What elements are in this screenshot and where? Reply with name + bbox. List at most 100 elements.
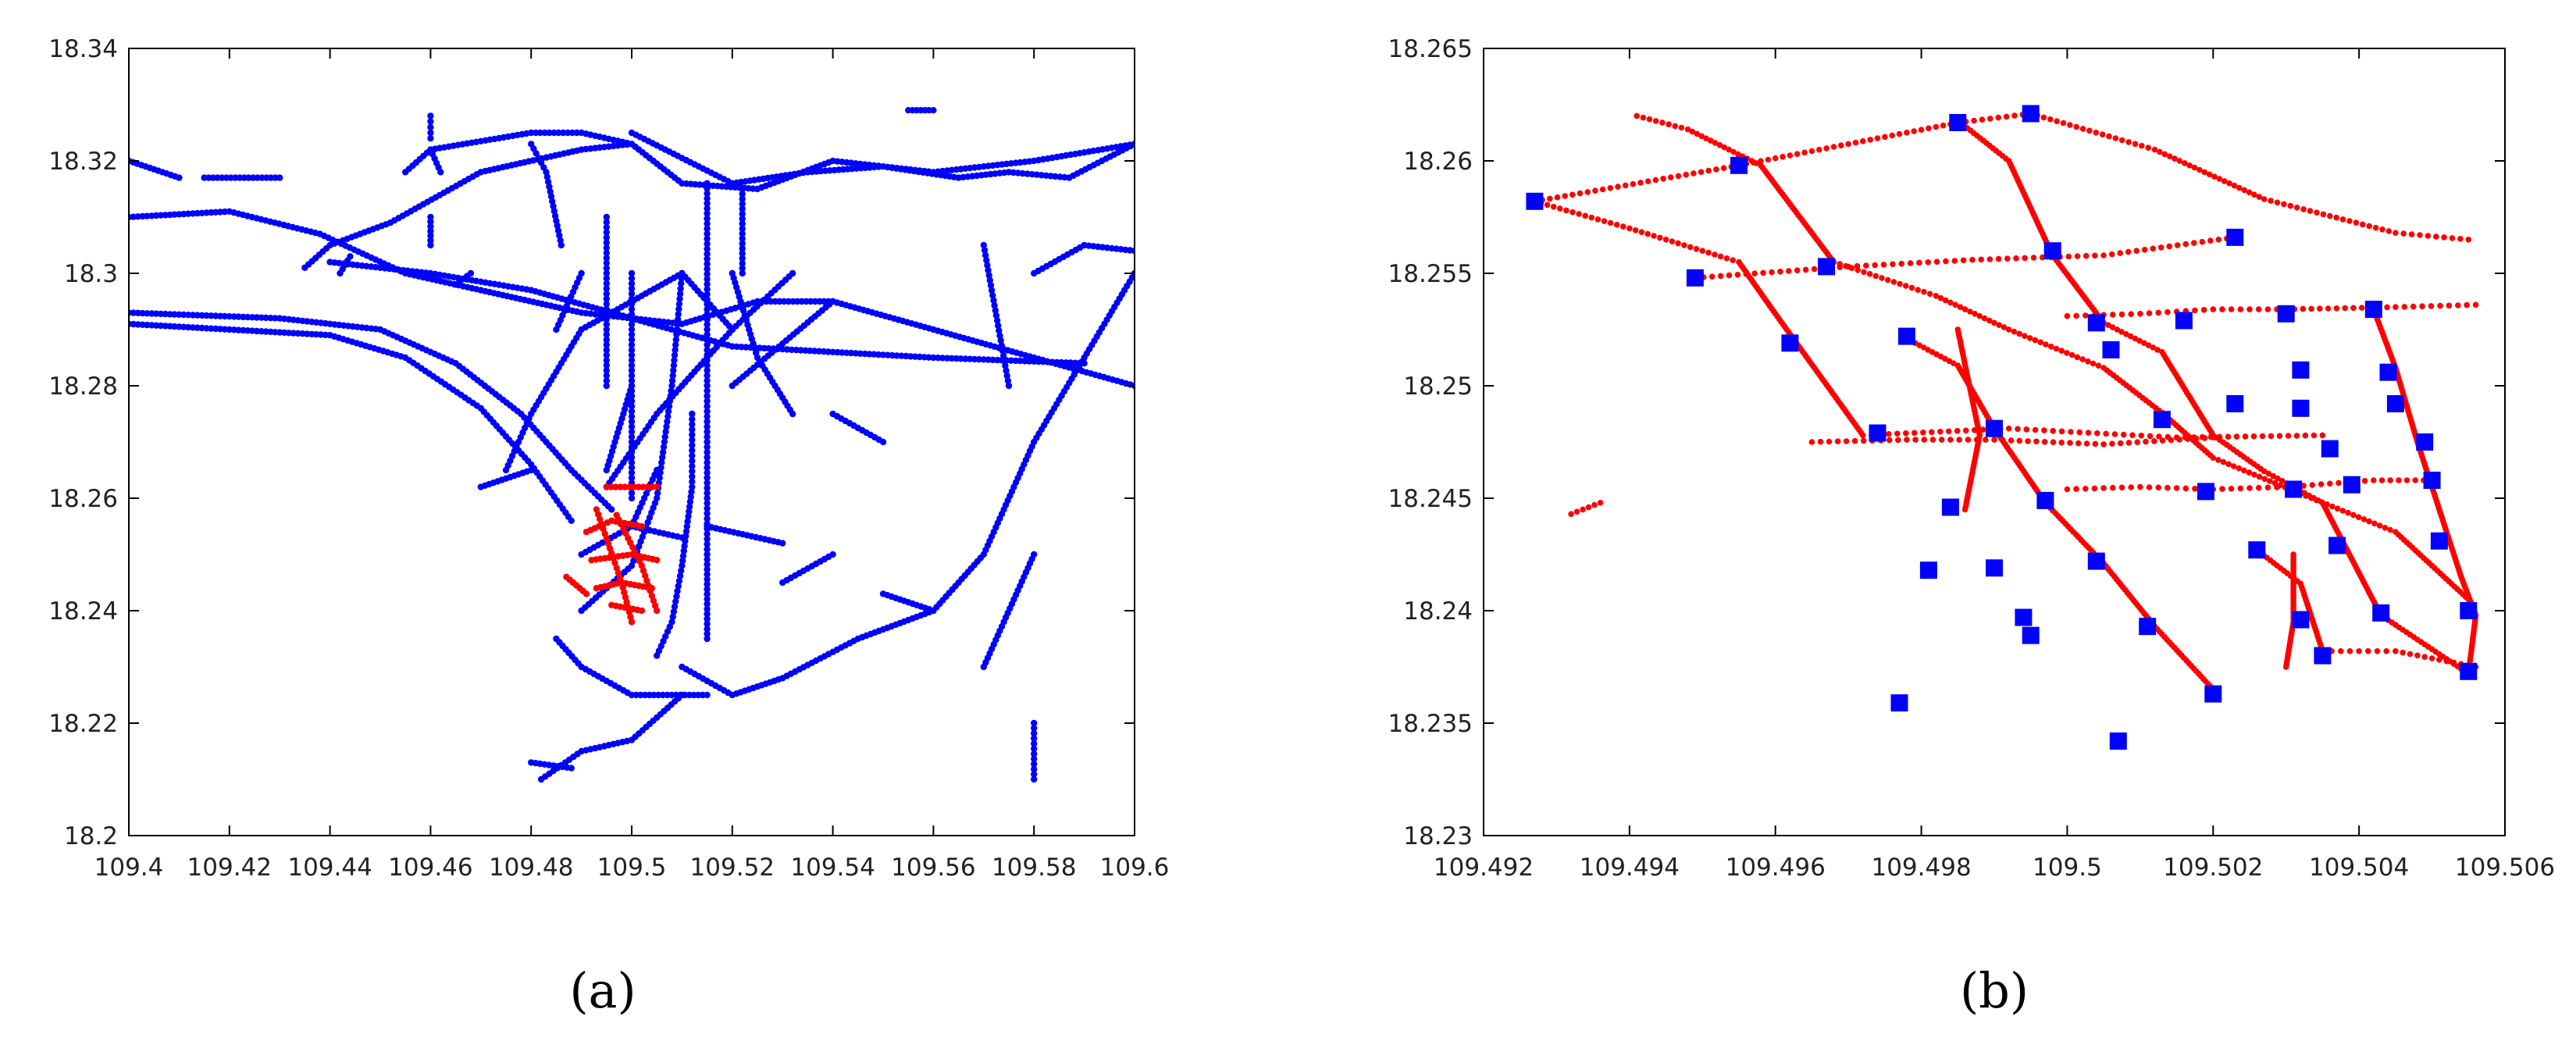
data-point (704, 484, 711, 492)
data-point (1978, 256, 1984, 263)
data-point (543, 173, 550, 180)
data-point (628, 448, 636, 456)
data-point (1933, 123, 1940, 130)
data-point (670, 608, 678, 615)
data-point (560, 129, 567, 137)
data-point (235, 326, 242, 333)
data-point (1895, 437, 1901, 444)
data-point (2060, 119, 2067, 127)
data-point (603, 315, 610, 323)
data-point (2346, 218, 2353, 224)
data-point (2033, 438, 2040, 445)
data-point (1921, 437, 1928, 443)
data-point (1019, 169, 1027, 177)
data-point (2125, 440, 2132, 446)
data-point (427, 232, 434, 240)
data-point (1026, 358, 1033, 365)
data-point (2334, 505, 2341, 512)
data-point (2387, 477, 2393, 483)
data-point (2109, 440, 2115, 447)
data-point (555, 129, 562, 137)
data-point (1947, 437, 1954, 443)
data-point (2210, 454, 2217, 461)
data-point (558, 241, 565, 249)
data-point (2151, 146, 2158, 153)
data-point (679, 663, 686, 671)
data-point (2075, 440, 2082, 447)
data-point (2125, 139, 2132, 145)
square-marker (2248, 541, 2266, 559)
data-point (212, 209, 219, 216)
data-point (993, 317, 1001, 324)
data-point (2237, 485, 2244, 492)
data-point (2054, 118, 2060, 124)
data-point (1921, 288, 1927, 295)
data-point (1979, 116, 1986, 123)
data-point (674, 321, 681, 328)
data-point (2137, 311, 2143, 317)
square-marker (1818, 258, 1836, 276)
data-point (262, 314, 269, 322)
data-point (1938, 437, 1945, 443)
square-marker (2423, 472, 2441, 489)
data-point (628, 326, 636, 333)
data-point (650, 597, 657, 604)
data-point (276, 329, 283, 336)
data-point (2339, 508, 2346, 514)
data-point (1708, 137, 1714, 144)
data-point (839, 349, 846, 356)
data-point (1787, 152, 1794, 159)
square-marker (2292, 361, 2310, 379)
square-marker (2292, 611, 2310, 629)
data-point (689, 431, 696, 438)
data-point (285, 330, 293, 337)
data-point (2099, 131, 2106, 137)
data-point (704, 596, 711, 603)
data-point (2191, 240, 2197, 246)
data-point (1660, 176, 1666, 182)
data-point (2005, 425, 2012, 432)
data-point (176, 323, 183, 330)
data-point (603, 377, 610, 384)
data-point (704, 255, 711, 262)
x-tick-label: 109.4 (94, 854, 164, 882)
data-point (1067, 359, 1074, 366)
data-point (704, 626, 711, 633)
data-point (1916, 259, 1922, 266)
data-point (2164, 484, 2171, 491)
data-point (2003, 113, 2010, 120)
data-point (467, 269, 475, 277)
data-point (2219, 306, 2225, 312)
data-point (2265, 470, 2272, 477)
data-point (2112, 135, 2119, 141)
square-marker (1949, 114, 1967, 131)
data-point (2246, 485, 2253, 491)
data-point (1007, 357, 1015, 364)
data-point (739, 230, 746, 237)
data-point (2064, 486, 2071, 493)
data-point (829, 551, 836, 558)
data-point (1929, 437, 1936, 443)
data-point (2353, 219, 2360, 226)
data-point (1591, 501, 1598, 508)
data-point (628, 291, 636, 298)
data-point (925, 354, 932, 361)
data-point (1854, 262, 1861, 269)
y-tick-label: 18.26 (1403, 148, 1473, 176)
data-point (2192, 486, 2198, 492)
data-point (1031, 755, 1038, 762)
data-point (2350, 512, 2357, 519)
data-point (739, 191, 746, 198)
data-point (2246, 469, 2253, 476)
data-point (2242, 433, 2249, 440)
data-point (628, 377, 636, 384)
square-marker (2292, 399, 2310, 417)
data-point (2301, 490, 2308, 497)
data-point (948, 355, 956, 362)
data-point (2236, 184, 2243, 191)
data-point (1726, 272, 1733, 279)
square-marker (2343, 476, 2360, 494)
y-tick-label: 18.26 (48, 485, 118, 513)
data-point (1983, 437, 1989, 443)
data-point (2216, 176, 2223, 182)
